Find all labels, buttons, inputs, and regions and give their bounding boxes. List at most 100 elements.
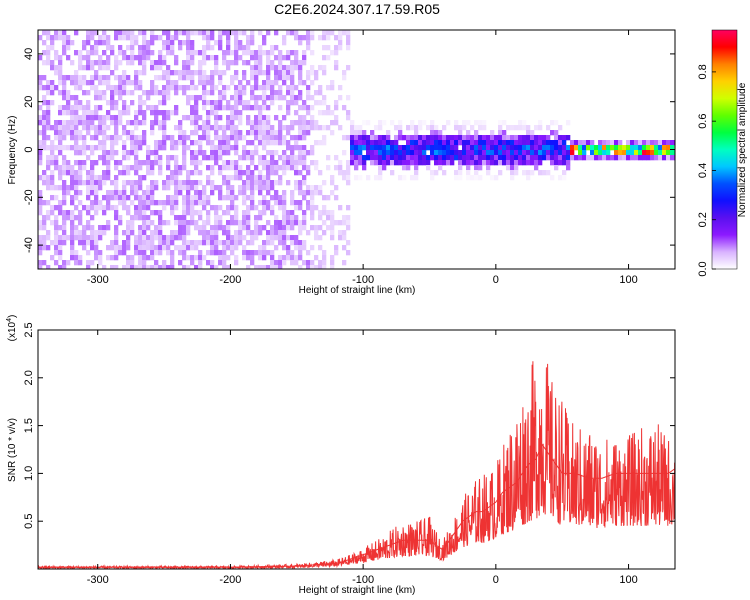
spectrogram-cell xyxy=(414,150,419,156)
spectrogram-cell xyxy=(98,235,103,241)
spectrogram-cell xyxy=(258,255,263,261)
spectrogram-cell xyxy=(42,85,47,91)
spectrogram-cell xyxy=(374,145,379,151)
spectrogram-cell xyxy=(214,110,219,116)
spectrogram-cell xyxy=(318,185,323,191)
spectrogram-cell xyxy=(150,240,155,246)
spectrogram-cell xyxy=(122,130,127,136)
spectrogram-cell xyxy=(222,105,227,111)
spectrogram-cell xyxy=(218,100,223,106)
spectrogram-cell xyxy=(62,135,67,141)
spectrogram-cell xyxy=(302,175,307,181)
spectrogram-cell xyxy=(330,30,335,36)
spectrogram-cell xyxy=(314,160,319,166)
spectrogram-cell xyxy=(466,165,471,171)
spectrogram-cell xyxy=(94,175,99,181)
spectrogram-cell xyxy=(102,150,107,156)
spectrogram-cell xyxy=(194,95,199,101)
spectrogram-cell xyxy=(322,55,327,61)
spectrogram-cell xyxy=(98,65,103,71)
spectrogram-cell xyxy=(506,145,511,151)
spectrogram-cell xyxy=(550,150,555,156)
spectrogram-cell xyxy=(186,40,191,46)
spectrogram-cell xyxy=(174,205,179,211)
spectrogram-cell xyxy=(170,210,175,216)
spectrogram-cell xyxy=(270,135,275,141)
spectrogram-cell xyxy=(110,205,115,211)
spectrogram-cell xyxy=(150,210,155,216)
spectrogram-cell xyxy=(150,40,155,46)
spectrogram-cell xyxy=(214,135,219,141)
spectrogram-cell xyxy=(166,65,171,71)
spectrogram-cell xyxy=(230,220,235,226)
spectrogram-cell xyxy=(410,150,415,156)
spectrogram-cell xyxy=(298,170,303,176)
spectrogram-cell xyxy=(170,180,175,186)
spectrogram-cell xyxy=(170,170,175,176)
spectrogram-cell xyxy=(186,225,191,231)
spectrogram-cell xyxy=(238,120,243,126)
spectrogram-cell xyxy=(214,70,219,76)
spectrogram-cell xyxy=(86,40,91,46)
spectrogram-cell xyxy=(426,145,431,151)
spectrogram-cell xyxy=(150,125,155,131)
snr-series-trace xyxy=(38,361,675,569)
spectrogram-cell xyxy=(86,55,91,61)
spectrogram-cell xyxy=(62,50,67,56)
spectrogram-cell xyxy=(226,115,231,121)
spectrogram-cell xyxy=(306,250,311,256)
spectrogram-cell xyxy=(158,140,163,146)
spectrogram-cell xyxy=(102,80,107,86)
spectrogram-cell xyxy=(198,170,203,176)
spectrogram-cell xyxy=(474,130,479,136)
spectrogram-cell xyxy=(114,240,119,246)
spectrogram-cell xyxy=(78,120,83,126)
spectrogram-cell xyxy=(94,210,99,216)
spectrogram-cell xyxy=(142,100,147,106)
spectrogram-cell xyxy=(62,30,67,36)
spectrogram-cell xyxy=(262,40,267,46)
spectrogram-cell xyxy=(298,75,303,81)
spectrogram-cell xyxy=(66,125,71,131)
spectrogram-cell xyxy=(638,150,643,156)
spectrogram-cell xyxy=(154,120,159,126)
spectrogram-cell xyxy=(134,85,139,91)
spectrogram-cell xyxy=(582,145,587,151)
spectrogram-cell xyxy=(346,160,351,166)
spectrogram-cell xyxy=(154,65,159,71)
spectrogram-cell xyxy=(98,95,103,101)
spectrogram-cell xyxy=(130,135,135,141)
spectrogram-cell xyxy=(218,105,223,111)
spectrogram-cell xyxy=(294,255,299,261)
spectrogram-cell xyxy=(450,160,455,166)
spectrogram-cell xyxy=(178,125,183,131)
spectrogram-cell xyxy=(218,135,223,141)
spectrogram-cell xyxy=(622,150,627,156)
spectrogram-cell xyxy=(126,30,131,36)
spectrogram-cell xyxy=(190,55,195,61)
spectrogram-cell xyxy=(598,150,603,156)
spectrogram-cell xyxy=(130,80,135,86)
spectrogram-cell xyxy=(226,40,231,46)
spectrogram-cell xyxy=(134,265,139,269)
spectrogram-cell xyxy=(182,180,187,186)
spectrogram-cell xyxy=(178,165,183,171)
spectrogram-cell xyxy=(214,230,219,236)
spectrogram-cell xyxy=(226,210,231,216)
spectrogram-cell xyxy=(250,55,255,61)
spectrogram-cell xyxy=(266,200,271,206)
spectrogram-cell xyxy=(74,110,79,116)
spectrogram-cell xyxy=(394,145,399,151)
spectrogram-cell xyxy=(42,135,47,141)
spectrogram-cell xyxy=(74,105,79,111)
spectrogram-cell xyxy=(466,130,471,136)
spectrogram-cell xyxy=(306,200,311,206)
spectrogram-cell xyxy=(534,140,539,146)
spectrogram-cell xyxy=(602,145,607,151)
spectrogram-cell xyxy=(58,170,63,176)
spectrogram-cell xyxy=(146,40,151,46)
spectrogram-cell xyxy=(198,215,203,221)
spectrogram-cell xyxy=(514,135,519,141)
spectrogram-cell xyxy=(134,180,139,186)
spectrogram-cell xyxy=(350,130,355,136)
